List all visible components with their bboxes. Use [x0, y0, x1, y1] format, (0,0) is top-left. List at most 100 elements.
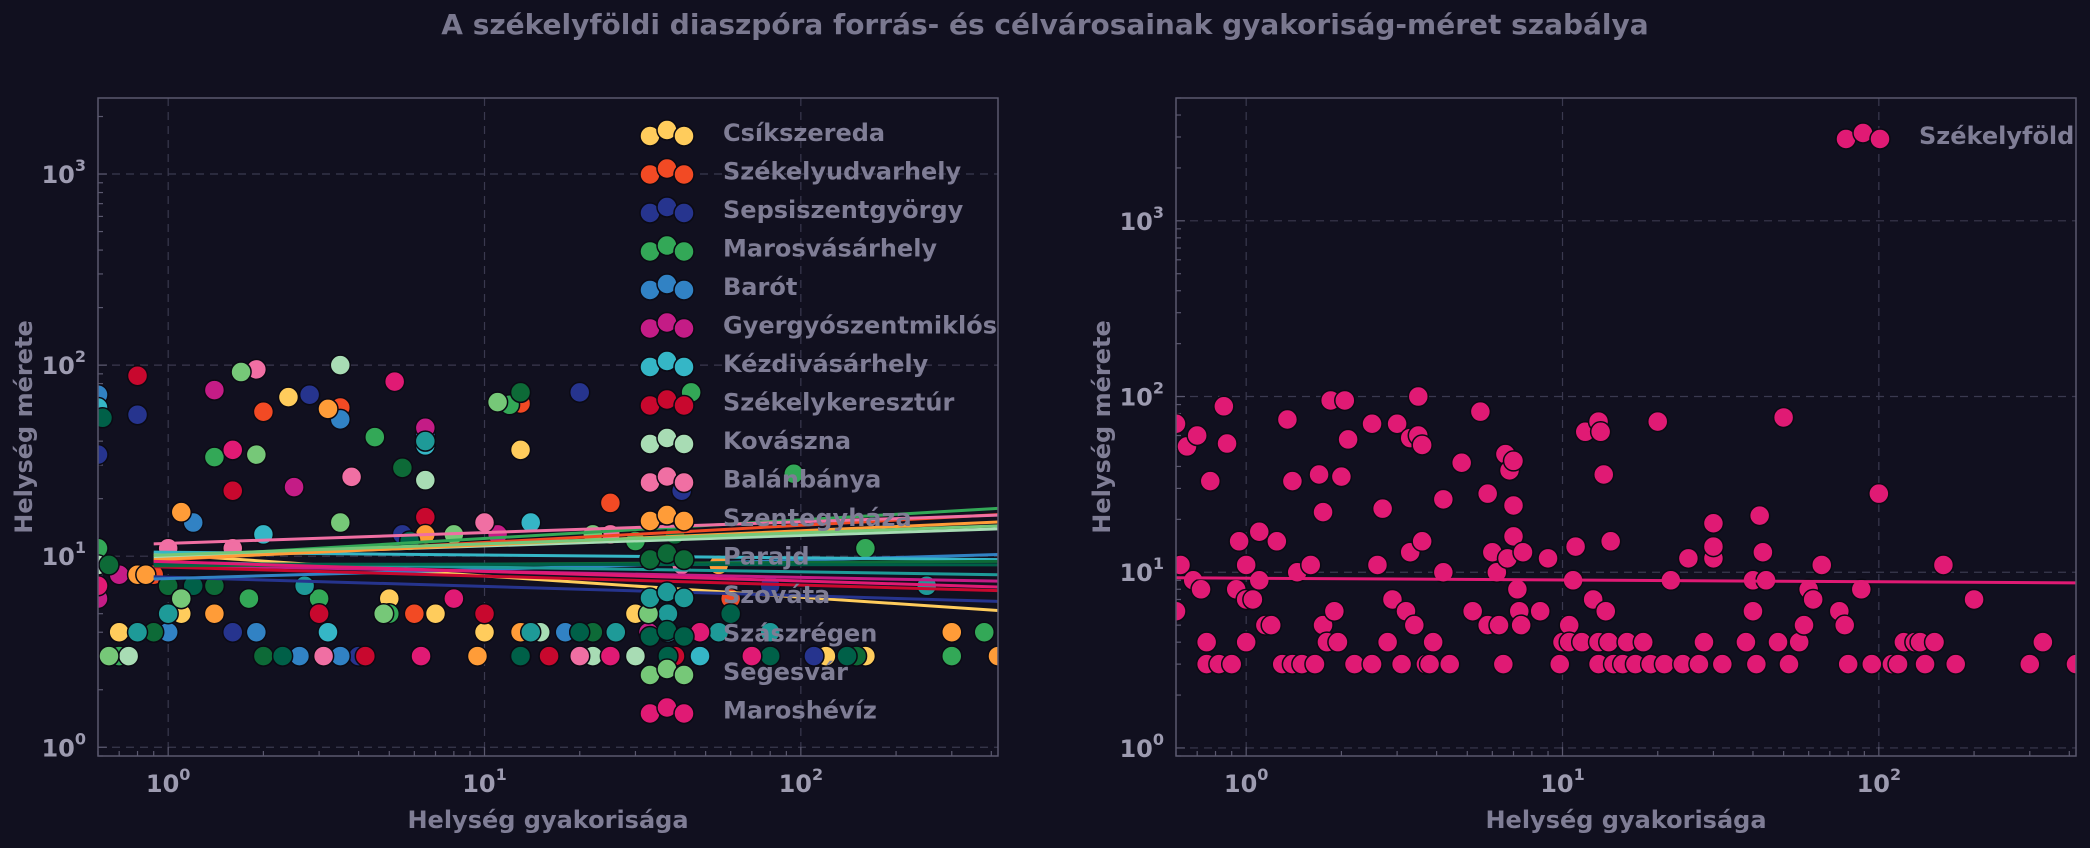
data-point [1963, 588, 1985, 611]
legend-label: Székelykeresztúr [723, 389, 955, 417]
data-point [245, 621, 268, 643]
legend-label: Szászrégen [723, 620, 877, 648]
legend-label: Székelyudvarhely [723, 158, 962, 186]
data-point [1299, 554, 1322, 576]
data-point [1422, 631, 1444, 653]
data-point [383, 370, 406, 393]
data-point [1833, 614, 1856, 636]
data-point [1190, 578, 1212, 601]
data-point [538, 645, 560, 667]
data-point [1802, 588, 1824, 611]
data-point [443, 587, 465, 610]
legend-entry: Barót [639, 273, 797, 301]
x-tick-label: 101 [462, 765, 507, 798]
data-point [283, 476, 305, 498]
data-point [1793, 614, 1815, 636]
data-point [466, 645, 489, 667]
legend-label: Barót [723, 273, 797, 301]
legend-entry: Kovászna [639, 427, 851, 455]
data-point [1653, 653, 1676, 675]
legend-marker [1869, 128, 1891, 150]
data-point [1944, 653, 1967, 675]
data-point [252, 645, 275, 667]
data-point [1281, 470, 1304, 492]
data-point [317, 621, 339, 643]
y-tick-label: 103 [41, 156, 86, 189]
data-point [1502, 525, 1525, 548]
data-point [2019, 653, 2041, 675]
trend-line [153, 513, 998, 546]
legend-label: Szováta [723, 581, 830, 609]
data-point [1735, 631, 1757, 653]
data-point [1564, 535, 1587, 558]
legend-entry: Szászrégen [639, 620, 877, 648]
data-point [372, 602, 395, 625]
data-point [98, 575, 109, 597]
y-axis-label: Helység mérete [1088, 320, 1116, 533]
data-point [340, 466, 363, 488]
data-point [1361, 413, 1383, 435]
data-point [1646, 410, 1669, 433]
data-point [238, 587, 260, 610]
legend-label: Parajd [723, 543, 810, 571]
y-tick-label: 102 [1119, 379, 1164, 412]
legend-label: Segesvár [723, 658, 848, 686]
data-point [1186, 424, 1208, 447]
data-point [2032, 631, 2054, 653]
data-point [1248, 521, 1271, 543]
legend: Csíkszereda Székelyudvarhely Sepsiszentgyö… [639, 119, 997, 725]
x-axis-label: Helység gyakorisága [1485, 806, 1766, 834]
data-point [424, 602, 447, 625]
legend-entry: Csíkszereda [639, 119, 885, 147]
legend-entry: Székelykeresztúr [639, 389, 955, 417]
data-point [1260, 614, 1282, 636]
data-point [1632, 631, 1655, 653]
data-point [509, 645, 532, 667]
data-point [1461, 600, 1484, 622]
data-point [317, 398, 339, 420]
data-point [2065, 653, 2076, 675]
data-point [245, 443, 268, 466]
data-point [1390, 653, 1413, 675]
data-point [108, 621, 130, 643]
legend-marker [673, 240, 695, 263]
data-point [1366, 554, 1389, 576]
data-point [1811, 554, 1833, 576]
legend-entry: Parajd [639, 543, 810, 571]
data-point [410, 645, 432, 667]
data-point [1887, 653, 1909, 675]
chart-panel-1: 100 101 102 100 101 102 103 Helység gyakorisága… [10, 97, 999, 834]
legend-entry: Segesvár [639, 658, 848, 686]
legend-label: Balánbánya [723, 466, 881, 494]
data-point [277, 386, 300, 408]
data-point [364, 426, 386, 448]
data-point [473, 621, 496, 643]
x-tick-label: 102 [779, 765, 824, 798]
legend-marker [673, 163, 695, 186]
data-point [1506, 578, 1529, 601]
legend-marker [673, 202, 695, 224]
data-point [1767, 631, 1789, 653]
data-point [1745, 653, 1768, 675]
data-point [741, 645, 763, 667]
data-point [1334, 389, 1356, 412]
data-point [605, 621, 627, 643]
y-tick-label: 101 [41, 538, 86, 571]
data-point [973, 621, 996, 643]
legend-marker [673, 625, 695, 648]
data-point [1235, 631, 1257, 653]
legend-label: Székelyföld [1919, 122, 2074, 150]
legend-marker [673, 510, 695, 532]
data-point [221, 480, 244, 502]
data-point [1213, 395, 1235, 418]
data-point [117, 645, 140, 667]
data-point [1510, 614, 1532, 636]
axes-frame [1175, 97, 2077, 757]
legend: Székelyföld [1835, 122, 2074, 150]
data-point [1548, 653, 1571, 675]
legend-label: Csíkszereda [723, 119, 885, 147]
data-point [203, 379, 226, 401]
data-point [509, 439, 532, 461]
data-point [941, 645, 963, 667]
data-point [170, 587, 193, 610]
